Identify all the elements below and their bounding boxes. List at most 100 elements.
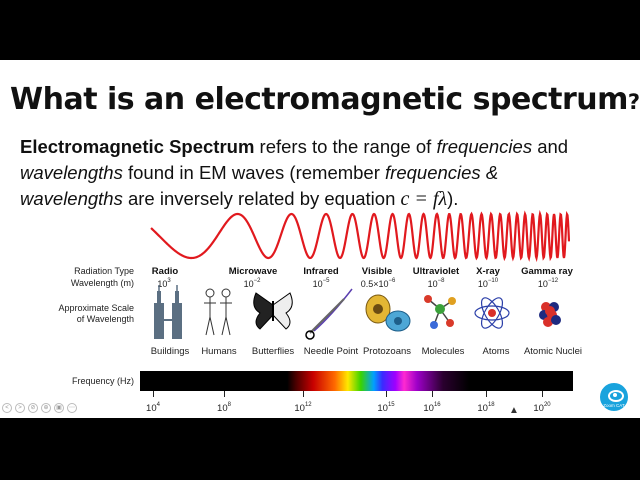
wl-base: 10 [427,279,438,289]
example-butterflies: Butterflies [251,346,295,357]
freq-base: 10 [533,403,544,414]
para-italic-2: wavelengths [20,162,123,183]
title-text: What is an electromagnetic spectrum [10,82,628,117]
pen-tool-button[interactable]: ⊘ [28,403,38,413]
freq-exp: 16 [433,402,441,408]
freq-base: 10 [294,403,305,414]
wavelength-infrared: 10−5 [313,278,330,289]
example-protozoans: Protozoans [362,346,412,357]
band-type-visible: Visible [361,266,393,277]
freq-tick [224,391,225,397]
band-type-microwave: Microwave [228,266,278,277]
term: Electromagnetic Spectrum [20,136,255,157]
wl-exp: −8 [437,278,445,284]
atom-icon [474,297,510,329]
zoom-button[interactable]: ⊕ [41,403,51,413]
freq-tick [303,391,304,397]
para-italic-1: frequencies [436,136,533,157]
wl-exp: −5 [322,278,330,284]
row-label-frequency: Frequency (Hz) [71,376,134,386]
freq-label: 104 [146,402,160,414]
freq-exp: 12 [304,402,312,408]
freq-exp: 20 [543,402,551,408]
slide-controls: < > ⊘ ⊕ ▣ ⋯ [2,403,77,413]
wavelength-visible: 0.5×10−6 [361,278,396,289]
freq-label: 108 [217,402,231,414]
para-text-1: refers to the range of [254,136,437,157]
band-type-gamma: Gamma ray [521,266,573,277]
row-label-scale-2: of Wavelength [76,314,134,324]
wavelength-xray: 10−10 [478,278,498,289]
wave-graphic [150,210,570,262]
freq-label: 1015 [377,402,394,414]
freq-tick [153,391,154,397]
protozoan-icon [365,294,411,332]
freq-label: 1020 [533,402,550,414]
freq-exp: 4 [156,402,160,408]
freq-base: 10 [423,403,434,414]
example-atoms: Atoms [482,346,510,357]
mouse-cursor-icon: ▲ [509,405,519,416]
needle-icon [305,288,353,340]
example-atomic-nuclei: Atomic Nuclei [523,346,583,357]
example-molecules: Molecules [421,346,465,357]
example-buildings: Buildings [150,346,190,357]
freq-label: 1016 [423,402,440,414]
slide: What is an electromagnetic spectrum? Ele… [0,60,640,418]
row-label-radiation: Radiation Type [74,266,134,276]
wl-base: 10 [157,279,168,289]
freq-tick [486,391,487,397]
slide-title: What is an electromagnetic spectrum? [10,82,640,117]
equation: c = fλ [400,188,448,210]
wl-base: 0.5×10 [360,279,389,289]
eye-pupil [613,393,617,397]
zoom-cat-badge[interactable]: Zoom CAT [598,381,630,413]
freq-tick [386,391,387,397]
freq-label: 1018 [477,402,494,414]
prev-slide-button[interactable]: < [2,403,12,413]
next-slide-button[interactable]: > [15,403,25,413]
para-text-2: and [532,136,569,157]
row-label-wavelength: Wavelength (m) [70,278,134,288]
wl-exp: −6 [388,278,396,284]
eye-icon [608,390,624,402]
nucleus-icon [539,302,561,327]
wl-base: 10 [477,279,488,289]
definition-paragraph: Electromagnetic Spectrum refers to the r… [20,134,620,212]
more-options-button[interactable]: ⋯ [67,403,77,413]
band-type-xray: X-ray [476,266,500,277]
wl-base: 10 [243,279,254,289]
para-text-5: ). [447,188,459,209]
row-label-scale-1: Approximate Scale [58,303,134,313]
freq-exp: 18 [487,402,495,408]
example-needle-point: Needle Point [303,346,359,357]
frequency-spectrum-bar [140,371,573,391]
buildings-icon [154,285,182,339]
molecule-icon [424,295,456,329]
wl-exp: 3 [167,278,171,284]
wavelength-gamma: 10−12 [538,278,558,289]
badge-text: Zoom CAT [603,403,625,408]
freq-tick [432,391,433,397]
freq-base: 10 [477,403,488,414]
wl-exp: −12 [547,278,559,284]
example-humans: Humans [201,346,237,357]
freq-base: 10 [377,403,388,414]
para-text-4: are inversely related by equation [122,188,401,209]
slides-view-button[interactable]: ▣ [54,403,64,413]
band-type-radio: Radio [151,266,179,277]
title-mark: ? [627,90,640,114]
wl-base: 10 [312,279,323,289]
band-type-infrared: Infrared [303,266,339,277]
wl-exp: −2 [253,278,261,284]
wavelength-ultraviolet: 10−8 [428,278,445,289]
freq-exp: 8 [227,402,231,408]
freq-label: 1012 [294,402,311,414]
band-type-ultraviolet: Ultraviolet [412,266,460,277]
wave-line [150,210,570,262]
para-text-3: found in EM waves (remember [122,162,386,183]
humans-icon [204,288,232,336]
para-italic-4: wavelengths [20,188,123,209]
freq-tick [542,391,543,397]
wavelength-radio: 103 [157,278,170,289]
